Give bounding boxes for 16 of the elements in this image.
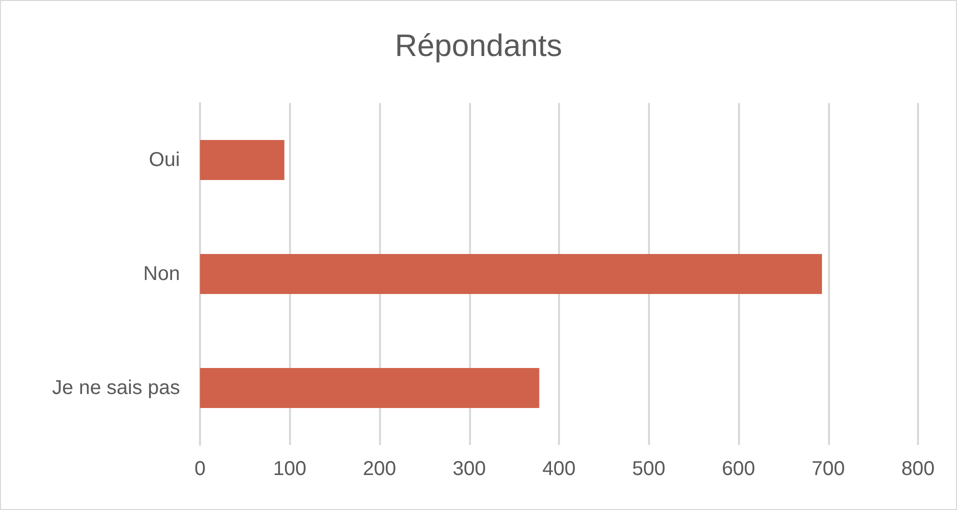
x-tick-label: 200: [362, 458, 396, 480]
x-tick-label: 400: [542, 458, 576, 480]
x-tick-label: 300: [452, 458, 486, 480]
x-tick-label: 800: [901, 458, 935, 480]
bar: [200, 140, 284, 180]
bar: [200, 254, 822, 294]
x-tick-label: 0: [194, 458, 206, 480]
x-tick-label: 100: [273, 458, 306, 480]
x-tick-label: 700: [812, 458, 845, 480]
y-tick-label: Je ne sais pas: [52, 377, 180, 399]
y-tick-label: Oui: [148, 149, 180, 171]
chart-title: Répondants: [394, 28, 562, 63]
x-tick-label: 500: [632, 458, 666, 480]
bar: [200, 368, 540, 408]
y-tick-label: Non: [143, 263, 180, 285]
x-tick-label: 600: [722, 458, 756, 480]
